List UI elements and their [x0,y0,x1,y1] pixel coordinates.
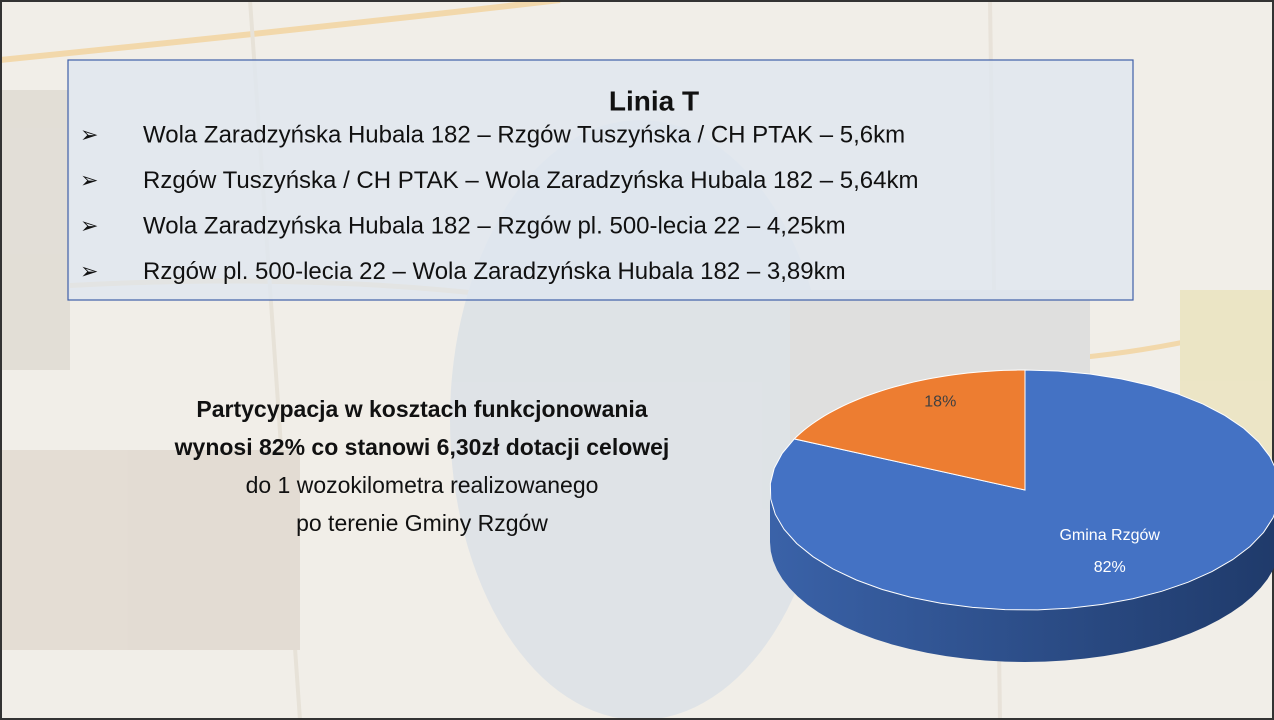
description: Partycypacja w kosztach funkcjonowania wy… [174,396,670,536]
pie-slice [769,369,1274,611]
bullet: ➢ [80,213,98,238]
bullet: ➢ [80,167,98,192]
bullet: ➢ [80,122,98,147]
title: Linia T [609,85,699,116]
slice-value-label: 18% [924,393,956,410]
text-line: po terenie Gminy Rzgów [296,510,548,536]
route-item: Rzgów pl. 500-lecia 22 – Wola Zaradzyńsk… [143,258,846,285]
slice-category: Gmina Rzgów [1059,527,1160,544]
bullet: ➢ [80,258,98,283]
route-item: Wola Zaradzyńska Hubala 182 – Rzgów pl. … [143,212,846,239]
slice-value-label: 82% [1094,559,1126,576]
text-line: do 1 wozokilometra realizowanego [246,472,599,498]
pie-chart: Gmina Rzgów 82% 18% [769,369,1274,662]
bold-line: Partycypacja w kosztach funkcjonowania [196,396,647,422]
route-item: Wola Zaradzyńska Hubala 182 – Rzgów Tusz… [143,121,905,148]
pie-slice [793,369,1026,491]
pie-side [770,490,1274,662]
route-item: Rzgów Tuszyńska / CH PTAK – Wola Zaradzy… [143,167,918,194]
bold-line: wynosi 82% co stanowi 6,30zł dotacji cel… [174,434,670,460]
route-list: ➢ Wola Zaradzyńska Hubala 182 – Rzgów Tus… [80,121,918,285]
title-box [67,59,1134,301]
